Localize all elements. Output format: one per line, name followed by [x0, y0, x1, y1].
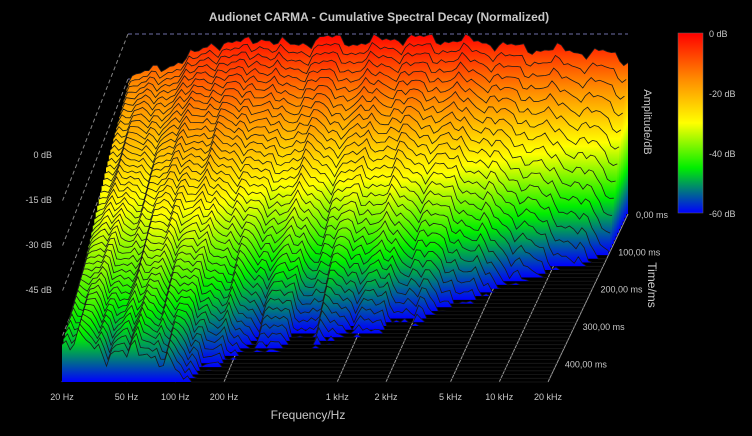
decay-slice-outline — [110, 121, 607, 260]
amplitude-tick-label: -45 dB — [25, 285, 52, 295]
decay-slice-outline — [104, 147, 600, 275]
x-tick-label: 50 Hz — [115, 392, 139, 402]
decay-slice-outline — [86, 229, 579, 319]
decay-slice-outline — [99, 168, 595, 286]
decay-slice-outline — [85, 236, 577, 323]
decay-slice-outline — [115, 95, 614, 199]
decay-slice-outline — [120, 73, 620, 150]
x-tick-label: 200 Hz — [210, 392, 239, 402]
decay-slice-fill — [62, 329, 548, 382]
decay-slice-outline — [77, 265, 568, 342]
decay-slices — [61, 33, 629, 383]
time-tick-label: 100,00 ms — [618, 247, 661, 257]
colorbar-tick-label: -40 dB — [709, 149, 736, 159]
colorbar-legend: 0 dB -20 dB -40 dB -60 dB — [677, 29, 736, 219]
decay-slice-outline — [68, 303, 557, 364]
decay-slice-outline — [88, 223, 580, 316]
decay-slice-outline — [82, 249, 573, 331]
decay-slice-outline — [95, 190, 589, 297]
decay-slice-outline — [63, 323, 550, 379]
time-axis-title: Time/ms — [645, 262, 659, 308]
decay-slice-outline — [124, 50, 625, 100]
x-tick-label: 1 kHz — [326, 392, 350, 402]
decay-slice-outline — [117, 88, 616, 183]
decay-slice-outline — [67, 308, 556, 368]
decay-slice-outline — [97, 183, 591, 293]
time-tick-label: 0,00 ms — [636, 210, 669, 220]
amplitude-tick-label: -30 dB — [25, 240, 52, 250]
decay-slice-outline — [101, 161, 596, 282]
decay-slice-outline — [71, 291, 561, 357]
axis-labels: 20 Hz 50 Hz 100 Hz 200 Hz 1 kHz 2 kHz 5 kHz 10 … — [25, 150, 668, 402]
time-tick-label: 400,00 ms — [565, 359, 608, 369]
x-tick-label: 20 kHz — [534, 392, 563, 402]
decay-slice-outline — [70, 297, 559, 361]
decay-slice-outline — [105, 140, 602, 271]
x-tick-label: 2 kHz — [374, 392, 398, 402]
amplitude-axis-title: Amplitude/dB — [641, 89, 653, 154]
decay-slice-outline — [123, 58, 623, 117]
decay-slice-outline — [94, 198, 588, 301]
decay-slice-outline — [114, 101, 613, 216]
decay-slice-outline — [126, 42, 627, 90]
decay-slice-outline — [61, 328, 548, 383]
floor-freq-gridline — [547, 213, 629, 383]
time-tick-label: 300,00 ms — [583, 322, 626, 332]
side-wall-gridline — [61, 33, 129, 203]
decay-slice-outline — [92, 204, 586, 304]
amplitude-tick-label: -15 dB — [25, 195, 52, 205]
colorbar-scale — [677, 32, 704, 214]
time-tick-label: 200,00 ms — [600, 285, 643, 295]
decay-slice-outline — [121, 65, 622, 133]
decay-slice-outline — [107, 133, 604, 267]
decay-slice-outline — [64, 318, 552, 375]
colorbar-tick-label: -60 dB — [709, 209, 736, 219]
decay-slice-outline — [83, 243, 575, 327]
colorbar-tick-label: 0 dB — [709, 29, 728, 39]
chart-title: Audionet CARMA - Cumulative Spectral Dec… — [209, 10, 549, 24]
decay-slice-outline — [118, 80, 618, 166]
x-tick-label: 20 Hz — [50, 392, 74, 402]
decay-slice-outline — [102, 154, 598, 278]
decay-slice-outline — [112, 108, 611, 234]
decay-slice-outline — [108, 127, 605, 263]
decay-slice-outline — [90, 210, 584, 308]
decay-slice-outline — [76, 271, 566, 346]
decay-slice-outline — [79, 260, 570, 338]
decay-slice-outline — [73, 284, 563, 353]
decay-slice-outline — [74, 278, 564, 349]
decay-slice-outline — [127, 33, 629, 84]
x-axis-title: Frequency/Hz — [271, 408, 346, 422]
x-tick-label: 100 Hz — [161, 392, 190, 402]
x-tick-label: 5 kHz — [439, 392, 463, 402]
side-wall-gridline — [61, 78, 129, 248]
decay-slice-fill — [69, 304, 557, 364]
decay-slice-outline — [80, 254, 572, 334]
decay-slice-outline — [89, 216, 582, 312]
decay-slice-outline — [98, 175, 593, 290]
x-tick-label: 10 kHz — [485, 392, 514, 402]
colorbar-tick-label: -20 dB — [709, 89, 736, 99]
amplitude-tick-label: 0 dB — [33, 150, 52, 160]
decay-slice-outline — [66, 313, 554, 372]
decay-slice-outline — [111, 114, 609, 252]
